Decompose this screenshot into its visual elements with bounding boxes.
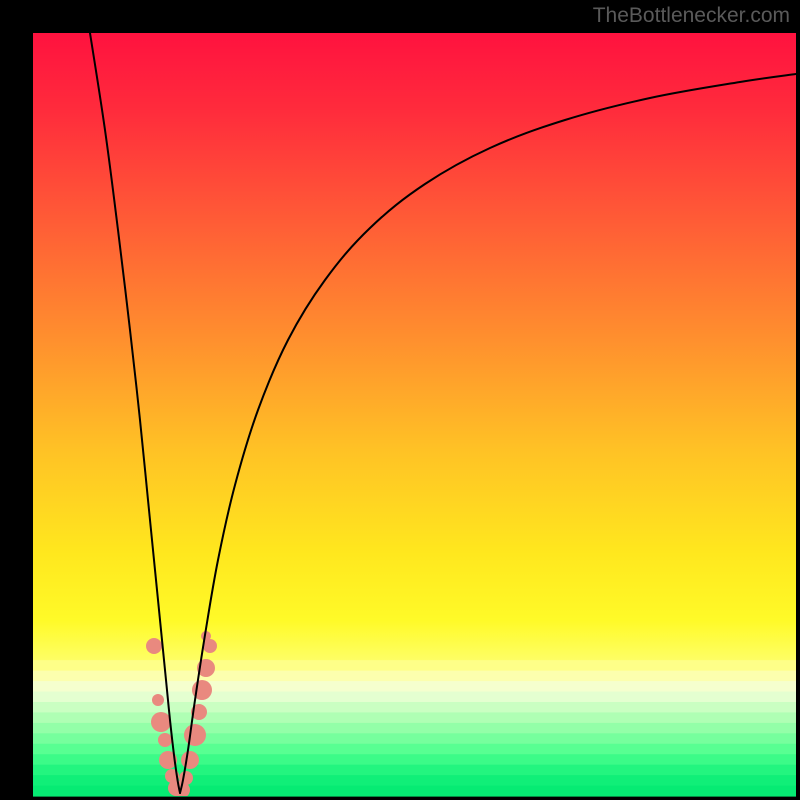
chart-root: TheBottlenecker.com [0, 0, 800, 800]
watermark-text: TheBottlenecker.com [593, 4, 790, 28]
chart-svg [0, 0, 800, 800]
